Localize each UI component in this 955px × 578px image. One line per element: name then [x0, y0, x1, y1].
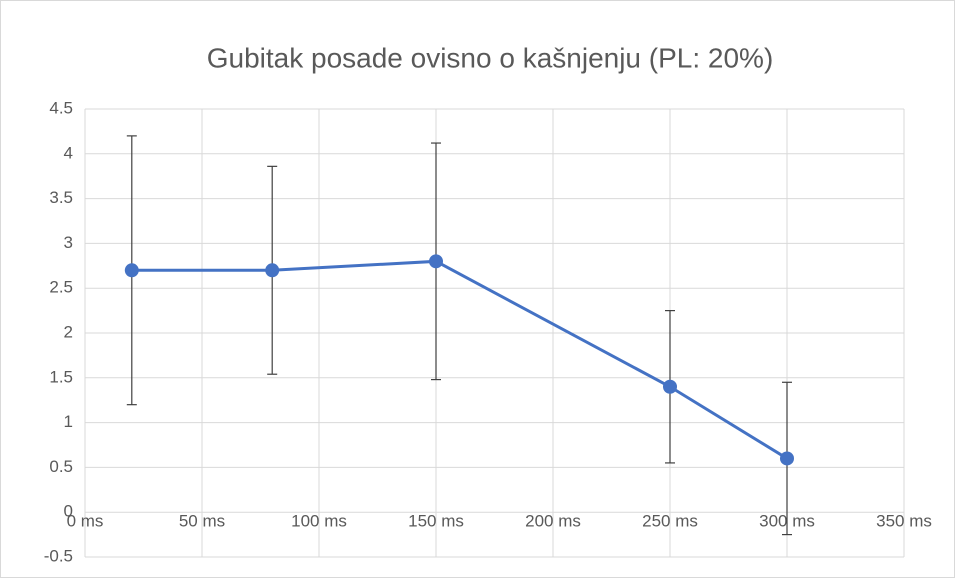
y-tick-label: -0.5	[44, 546, 73, 565]
y-tick-label: 2	[64, 322, 73, 341]
y-tick-label: 2.5	[49, 278, 73, 297]
x-tick-label: 250 ms	[642, 512, 698, 531]
data-point	[124, 263, 139, 278]
data-point	[780, 451, 794, 466]
x-tick-label: 150 ms	[408, 512, 464, 531]
x-tick-label: 350 ms	[876, 512, 932, 531]
data-point	[265, 263, 280, 278]
y-tick-label: 3.5	[49, 188, 73, 207]
y-tick-label: 4	[64, 143, 73, 162]
y-tick-label: 0.5	[49, 457, 73, 476]
x-tick-label: 50 ms	[179, 512, 225, 531]
y-tick-label: 1	[64, 412, 73, 431]
data-point	[429, 254, 443, 269]
y-tick-label: 3	[64, 233, 73, 252]
x-tick-label: 200 ms	[525, 512, 581, 531]
x-tick-label: 0 ms	[67, 512, 104, 531]
y-tick-label: 4.5	[49, 98, 73, 117]
chart-title: Gubitak posade ovisno o kašnjenju (PL: 2…	[207, 42, 774, 73]
data-point	[663, 379, 677, 394]
y-tick-label: 0	[64, 502, 73, 521]
x-tick-label: 100 ms	[291, 512, 347, 531]
y-tick-label: 1.5	[49, 367, 73, 386]
